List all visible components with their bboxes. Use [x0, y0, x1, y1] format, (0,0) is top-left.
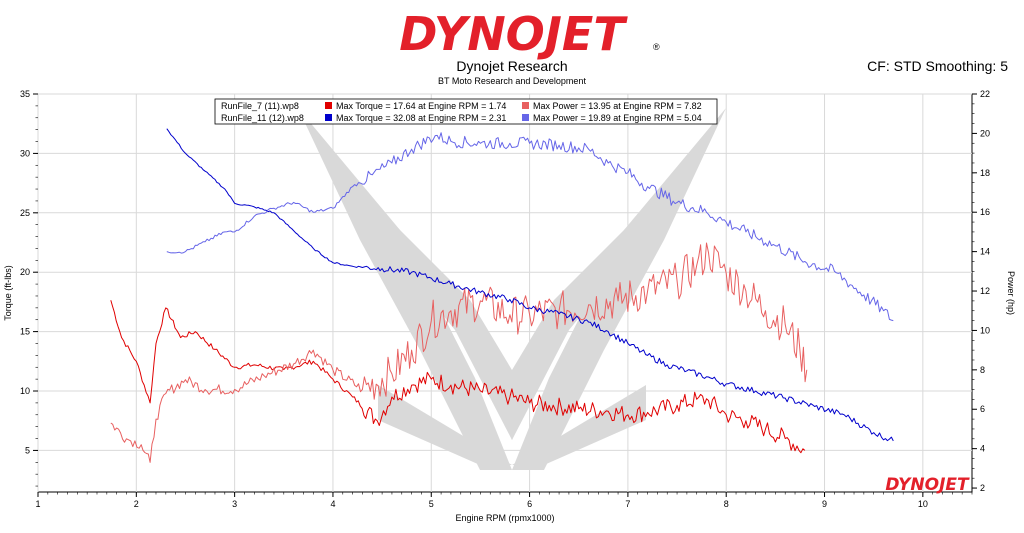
corner-watermark-logo: DYNOJET — [885, 475, 970, 495]
y-tick-label: 35 — [20, 89, 30, 99]
legend-file-1: RunFile_7 (11).wp8 — [221, 101, 299, 111]
x-tick-label: 3 — [232, 499, 237, 509]
legend-swatch-power-1 — [522, 102, 529, 109]
x-tick-label: 4 — [330, 499, 335, 509]
y-tick-label: 25 — [20, 208, 30, 218]
axes: 1 2 3 4 5 6 7 8 9 1051015202530352468101214161820… — [20, 89, 990, 509]
x-tick-label: 10 — [918, 499, 928, 509]
legend-file-2: RunFile_11 (12).wp8 — [221, 113, 304, 123]
x-tick-label: 5 — [429, 499, 434, 509]
series-layer — [110, 128, 894, 463]
y-tick-label: 20 — [20, 267, 30, 277]
y2-tick-label: 10 — [980, 325, 990, 335]
x-tick-label: 1 — [35, 499, 40, 509]
x-tick-label: 9 — [822, 499, 827, 509]
x-tick-label: 2 — [134, 499, 139, 509]
y2-axis-label: Power (hp) — [1006, 271, 1016, 315]
y2-tick-label: 6 — [980, 404, 985, 414]
legend-torque-2: Max Torque = 32.08 at Engine RPM = 2.31 — [336, 113, 506, 123]
x-tick-label: 8 — [724, 499, 729, 509]
legend-box — [214, 98, 718, 125]
correction-info: CF: STD Smoothing: 5 — [867, 58, 1008, 74]
y-tick-label: 10 — [20, 386, 30, 396]
legend-swatch-torque-1 — [325, 102, 332, 109]
y2-tick-label: 14 — [980, 247, 990, 257]
y-tick-label: 5 — [25, 445, 30, 455]
series-line-4 — [166, 132, 894, 322]
dynojet-logo: DYNOJET ® — [399, 7, 660, 61]
y2-tick-label: 12 — [980, 286, 990, 296]
x-tick-label: 7 — [625, 499, 630, 509]
registered-mark: ® — [653, 42, 660, 52]
legend: RunFile_7 (11).wp8 Max Torque = 17.64 at… — [214, 98, 718, 125]
series-line-2 — [110, 242, 808, 463]
x-tick-label: 6 — [527, 499, 532, 509]
y2-tick-label: 8 — [980, 365, 985, 375]
legend-power-2: Max Power = 19.89 at Engine RPM = 5.04 — [533, 113, 702, 123]
logo-text: DYNOJET — [399, 7, 628, 61]
chart-title: Dynojet Research — [456, 58, 567, 74]
y2-tick-label: 16 — [980, 207, 990, 217]
y2-tick-label: 2 — [980, 483, 985, 493]
series-line-1 — [110, 300, 806, 454]
x-axis-label: Engine RPM (rpmx1000) — [455, 513, 554, 523]
series-line-3 — [166, 128, 894, 442]
y-axis-label: Torque (ft-lbs) — [3, 265, 13, 321]
y-tick-label: 30 — [20, 148, 30, 158]
y2-tick-label: 20 — [980, 128, 990, 138]
grid — [37, 93, 972, 492]
legend-swatch-torque-2 — [325, 114, 332, 121]
chart-subtitle: BT Moto Research and Development — [438, 76, 586, 86]
legend-torque-1: Max Torque = 17.64 at Engine RPM = 1.74 — [336, 101, 506, 111]
legend-swatch-power-2 — [522, 114, 529, 121]
y-tick-label: 15 — [20, 327, 30, 337]
y2-tick-label: 18 — [980, 168, 990, 178]
y2-tick-label: 4 — [980, 444, 985, 454]
legend-power-1: Max Power = 13.95 at Engine RPM = 7.82 — [533, 101, 702, 111]
y2-tick-label: 22 — [980, 89, 990, 99]
